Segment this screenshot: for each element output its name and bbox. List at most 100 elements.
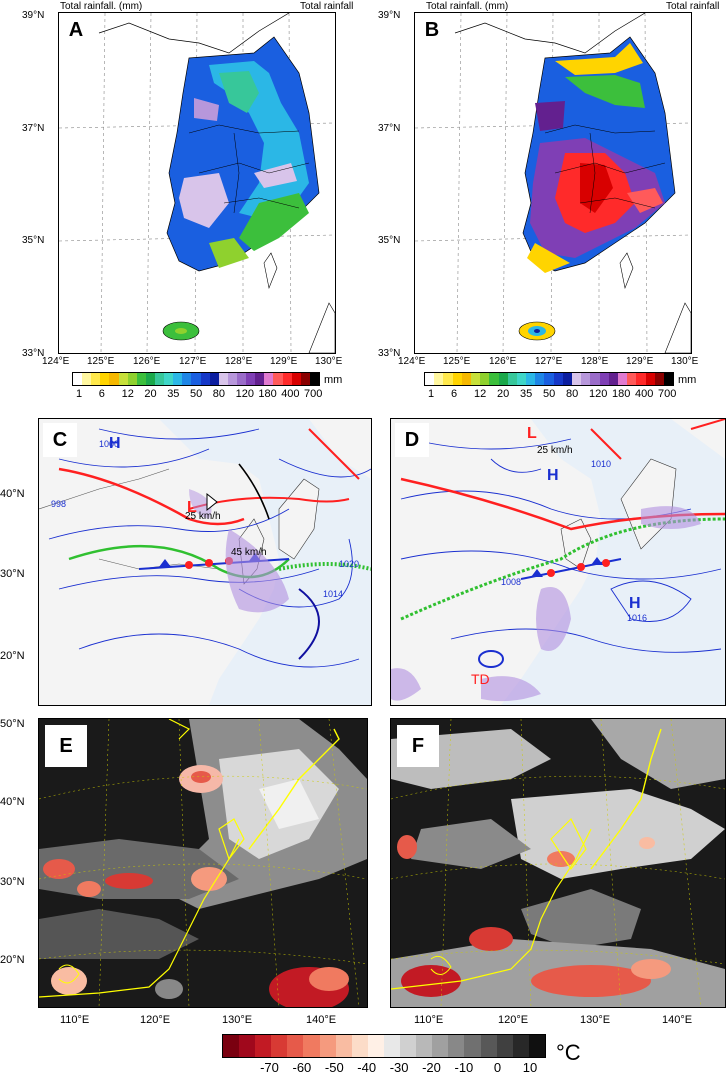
- lon-tick-126: 126°E: [489, 356, 517, 367]
- colorbar-swatch: [562, 373, 572, 385]
- colorbar-tick-label: 10: [522, 1060, 538, 1075]
- colorbar-tick-label: 20: [497, 388, 510, 400]
- map-frame: B: [414, 12, 692, 354]
- lon-tick-124: 124°E: [398, 356, 426, 367]
- colorbar-swatch: [351, 1035, 368, 1057]
- rain-unit-b: mm: [678, 374, 697, 386]
- lat-tick-35: 35°N: [378, 235, 401, 246]
- colorbar-tick-label: 700: [658, 388, 677, 400]
- map-title-left: Total rainfall. (mm): [60, 1, 143, 12]
- lat-tick-40: 40°N: [0, 796, 25, 808]
- panel-label-b: B: [417, 15, 447, 45]
- colorbar-tick-label: 50: [543, 388, 556, 400]
- colorbar-swatch: [461, 373, 471, 385]
- synoptic-chart-c: C H L 25 km/h 45 km/h 1000 1014 1020 998: [38, 418, 372, 706]
- colorbar-tick-label: -40: [357, 1060, 377, 1075]
- isobar-label: 1014: [323, 589, 344, 599]
- colorbar-swatch: [182, 373, 192, 385]
- lon-tick-140-f: 140°E: [662, 1014, 693, 1026]
- rain-colorbar-a: [72, 372, 320, 386]
- panel-label-a: A: [61, 15, 91, 45]
- colorbar-tick-label: 80: [566, 388, 579, 400]
- rainfall-field: [415, 13, 691, 353]
- low-pressure-c: L: [187, 499, 197, 516]
- speed-label-d1: 25 km/h: [537, 445, 573, 456]
- lon-tick-125: 125°E: [87, 356, 115, 367]
- speed-label-c2: 45 km/h: [231, 547, 267, 558]
- ir-imagery: [391, 719, 725, 1007]
- colorbar-swatch: [553, 373, 563, 385]
- colorbar-swatch: [425, 373, 435, 385]
- panel-label-d: D: [395, 423, 429, 457]
- colorbar-swatch: [191, 373, 201, 385]
- colorbar-swatch: [118, 373, 128, 385]
- lat-tick-37: 37°N: [22, 123, 45, 134]
- colorbar-swatch: [303, 1035, 320, 1057]
- lat-tick-30: 30°N: [0, 568, 25, 580]
- colorbar-tick-label: 700: [304, 388, 323, 400]
- satellite-image-e: E: [38, 718, 368, 1008]
- colorbar-tick-label: -10: [454, 1060, 474, 1075]
- colorbar-tick-label: -50: [324, 1060, 344, 1075]
- colorbar-tick-label: 80: [212, 388, 226, 400]
- colorbar-swatch: [264, 373, 274, 385]
- colorbar-tick-label: 1: [428, 388, 435, 400]
- map-frame: A: [58, 12, 336, 354]
- colorbar-swatch: [127, 373, 137, 385]
- colorbar-swatch: [300, 373, 310, 385]
- rainfall-field: [59, 13, 335, 353]
- lat-tick-39: 39°N: [378, 10, 401, 21]
- colorbar-tick-label: 0: [493, 1060, 502, 1075]
- colorbar-swatch: [255, 373, 265, 385]
- ir-imagery: [39, 719, 367, 1007]
- colorbar-swatch: [645, 373, 655, 385]
- lon-tick-130: 130°E: [315, 356, 343, 367]
- colorbar-tick-label: 180: [258, 388, 277, 400]
- colorbar-swatch: [282, 373, 292, 385]
- high-pressure-c: H: [109, 435, 121, 452]
- lon-tick-125: 125°E: [443, 356, 471, 367]
- colorbar-swatch: [627, 373, 637, 385]
- colorbar-swatch: [443, 373, 453, 385]
- colorbar-swatch: [526, 373, 536, 385]
- colorbar-swatch: [164, 373, 174, 385]
- lat-tick-30: 30°N: [0, 876, 25, 888]
- colorbar-swatch: [309, 373, 319, 385]
- lat-tick-33: 33°N: [22, 348, 45, 359]
- colorbar-tick-label: -60: [292, 1060, 312, 1075]
- colorbar-tick-label: -30: [389, 1060, 409, 1075]
- colorbar-swatch: [246, 373, 256, 385]
- colorbar-swatch: [367, 1035, 384, 1057]
- colorbar-tick-label: 50: [190, 388, 203, 400]
- colorbar-swatch: [136, 373, 146, 385]
- colorbar-swatch: [480, 1035, 497, 1057]
- ir-colorbar-unit: °C: [556, 1040, 581, 1065]
- colorbar-swatch: [636, 373, 646, 385]
- colorbar-swatch: [590, 373, 600, 385]
- lon-tick-128: 128°E: [581, 356, 609, 367]
- lat-tick-50: 50°N: [0, 718, 25, 730]
- colorbar-swatch: [599, 373, 609, 385]
- colorbar-swatch: [496, 1035, 513, 1057]
- lat-tick-39: 39°N: [22, 10, 45, 21]
- colorbar-swatch: [91, 373, 101, 385]
- colorbar-swatch: [470, 373, 481, 385]
- lon-tick-129: 129°E: [626, 356, 654, 367]
- colorbar-tick-label: 12: [121, 388, 134, 400]
- colorbar-swatch: [383, 1035, 401, 1057]
- colorbar-swatch: [464, 1035, 481, 1057]
- lon-tick-127: 127°E: [179, 356, 207, 367]
- panel-label-e: E: [45, 725, 87, 767]
- rainfall-map-a: Total rainfall. (mm) Total rainfall: [0, 0, 360, 400]
- colorbar-tick-label: 35: [520, 388, 533, 400]
- colorbar-swatch: [273, 373, 283, 385]
- satellite-image-f: F: [390, 718, 726, 1008]
- colorbar-swatch: [617, 373, 628, 385]
- panel-label-f: F: [397, 725, 439, 767]
- ir-colorbar-labels: -70 -60 -50 -40 -30 -20 -10 0 10: [222, 1060, 546, 1078]
- colorbar-swatch: [271, 1035, 288, 1057]
- lon-tick-128: 128°E: [225, 356, 253, 367]
- colorbar-swatch: [654, 373, 664, 385]
- surface-analysis: [39, 419, 371, 705]
- colorbar-swatch: [663, 373, 674, 385]
